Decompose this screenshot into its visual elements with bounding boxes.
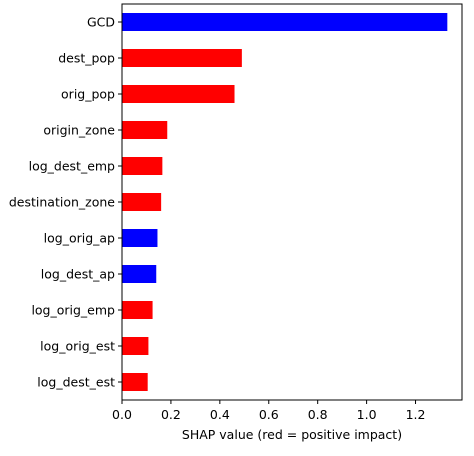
bar-destination-zone bbox=[122, 193, 162, 211]
bar-log-dest-est bbox=[122, 373, 148, 391]
bar-log-dest-ap bbox=[122, 265, 157, 283]
category-label: GCD bbox=[87, 15, 115, 30]
category-label: destination_zone bbox=[9, 195, 115, 210]
category-label: dest_pop bbox=[58, 51, 115, 66]
category-label: origin_zone bbox=[43, 123, 115, 138]
bar-log-orig-emp bbox=[122, 301, 153, 319]
category-labels-group: GCD dest_pop orig_pop origin_zone log_dest_e… bbox=[9, 15, 122, 390]
x-tick-label: 0.0 bbox=[112, 407, 132, 422]
bar-log-orig-est bbox=[122, 337, 149, 355]
category-label: log_dest_emp bbox=[29, 159, 115, 174]
x-tick-label: 1.2 bbox=[406, 407, 426, 422]
bars-group bbox=[122, 13, 448, 391]
category-label: log_orig_ap bbox=[44, 231, 115, 246]
category-label: log_dest_est bbox=[37, 375, 115, 390]
x-tick-label: 0.2 bbox=[161, 407, 181, 422]
bar-GCD bbox=[122, 13, 448, 31]
x-axis-label: SHAP value (red = positive impact) bbox=[182, 427, 402, 442]
x-tick-label: 0.4 bbox=[210, 407, 230, 422]
plot-frame bbox=[121, 3, 463, 401]
bar-orig-pop bbox=[122, 85, 235, 103]
category-label: orig_pop bbox=[61, 87, 115, 102]
bar-log-dest-emp bbox=[122, 157, 163, 175]
x-tick-label: 1.0 bbox=[357, 407, 377, 422]
category-label: log_orig_est bbox=[40, 339, 115, 354]
x-tick-label: 0.6 bbox=[259, 407, 279, 422]
bar-log-orig-ap bbox=[122, 229, 158, 247]
bar-dest-pop bbox=[122, 49, 242, 67]
bar-origin-zone bbox=[122, 121, 168, 139]
category-label: log_dest_ap bbox=[41, 267, 115, 282]
category-label: log_orig_emp bbox=[31, 303, 115, 318]
x-ticks-group: 0.0 0.2 0.4 0.6 0.8 1.0 1.2 bbox=[112, 400, 425, 422]
x-tick-label: 0.8 bbox=[308, 407, 328, 422]
